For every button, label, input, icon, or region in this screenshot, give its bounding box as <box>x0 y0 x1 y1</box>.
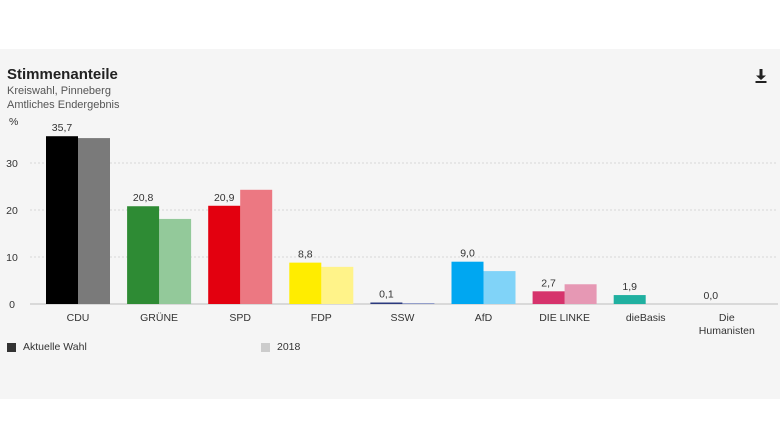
bar-current <box>370 302 403 304</box>
chart-card: Stimmenanteile Kreiswahl, Pinneberg Amtl… <box>0 49 780 399</box>
bar-current <box>532 291 565 304</box>
x-tick-label: AfD <box>475 312 493 324</box>
bar-value-label: 20,8 <box>133 192 154 204</box>
legend-swatch-current <box>7 342 16 352</box>
bar-current <box>127 206 160 304</box>
legend-label-previous: 2018 <box>277 341 301 353</box>
bar-2018 <box>321 266 354 304</box>
x-tick-label: dieBasis <box>626 312 666 324</box>
x-tick-label: FDP <box>311 312 332 324</box>
bar-value-label: 20,9 <box>214 192 235 204</box>
bar-value-label: 1,9 <box>622 281 637 293</box>
y-tick-label: 20 <box>6 205 18 217</box>
bar-chart: % 0 10 20 30 35,7 CDU 20,8 GRÜNE 20,9 SPD 8,8 FDP 0,1… <box>6 116 778 337</box>
bar-2018 <box>402 303 435 304</box>
bar-current <box>289 262 322 304</box>
bar-value-label: 9,0 <box>460 248 475 260</box>
y-tick-label: 30 <box>6 158 18 170</box>
x-tick-label: SSW <box>390 312 414 324</box>
x-tick-label: DIE LINKE <box>539 312 590 324</box>
y-axis-unit-label: % <box>9 116 18 128</box>
x-tick-label: CDU <box>67 312 90 324</box>
legend-swatch-previous <box>261 342 270 352</box>
bar-value-label: 8,8 <box>298 249 313 261</box>
subtitle-line-status: Amtliches Endergebnis <box>7 99 120 111</box>
x-tick-label: Die Humanisten <box>699 312 755 337</box>
y-tick-label: 0 <box>9 299 15 311</box>
bar-current <box>451 261 484 304</box>
bar-value-label: 0,0 <box>703 290 718 302</box>
bar-2018 <box>159 218 192 304</box>
bar-value-label: 0,1 <box>379 289 394 301</box>
bar-2018 <box>483 271 516 304</box>
bar-value-label: 35,7 <box>52 122 73 134</box>
legend-label-current: Aktuelle Wahl <box>23 341 87 353</box>
bar-2018 <box>564 284 597 304</box>
x-tick-label: GRÜNE <box>140 312 178 324</box>
chart-title: Stimmenanteile <box>7 66 118 83</box>
bar-value-label: 2,7 <box>541 277 556 289</box>
bar-current <box>208 205 241 304</box>
subtitle-line-region: Kreiswahl, Pinneberg <box>7 85 111 97</box>
legend-item-current[interactable]: Aktuelle Wahl <box>7 341 87 353</box>
y-tick-label: 10 <box>6 252 18 264</box>
bar-2018 <box>78 138 110 304</box>
download-icon[interactable] <box>752 67 770 85</box>
bar-current <box>46 136 78 304</box>
x-tick-label: SPD <box>229 312 251 324</box>
legend-item-previous[interactable]: 2018 <box>261 341 300 353</box>
bar-current <box>613 295 646 304</box>
chart-subtitle: Kreiswahl, Pinneberg Amtliches Endergebn… <box>7 84 120 112</box>
bar-2018 <box>240 189 273 304</box>
